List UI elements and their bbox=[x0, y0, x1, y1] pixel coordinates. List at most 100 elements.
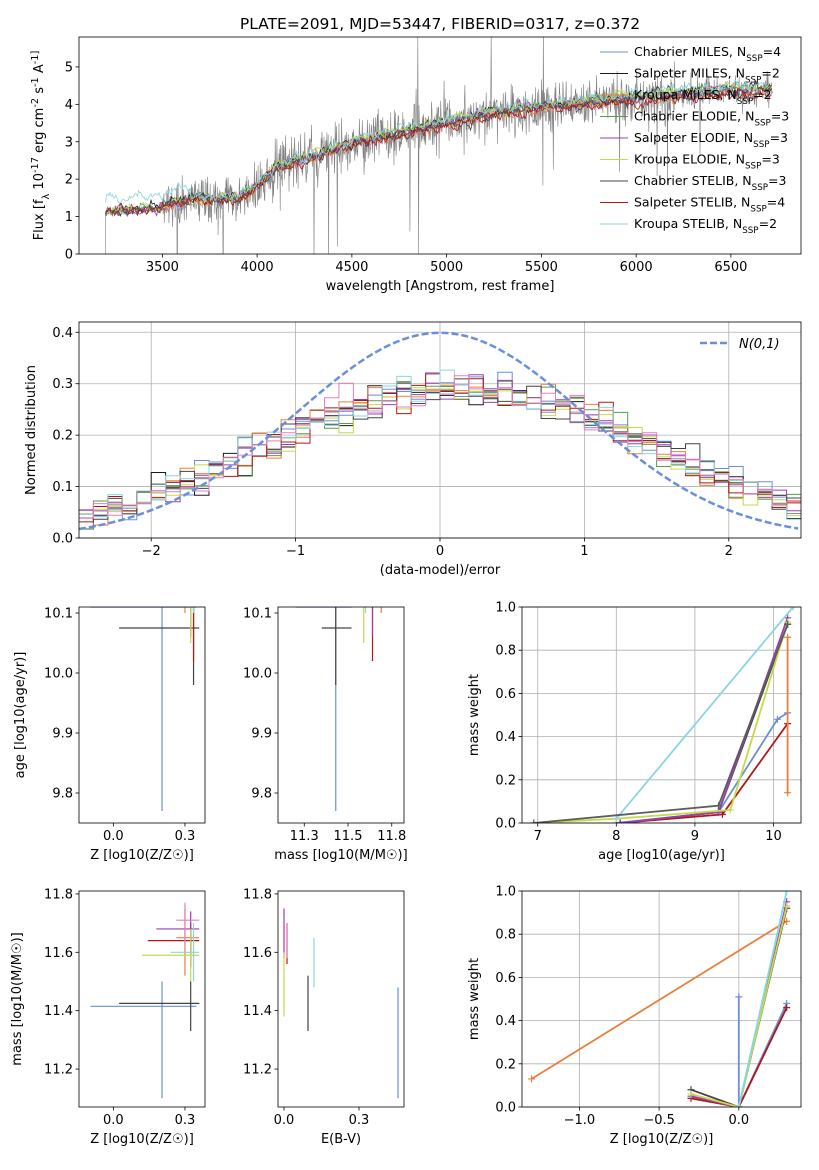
mass-vs-Z-ytick-label: 11.6 bbox=[44, 946, 73, 961]
mass-vs-EBV-xlabel: E(B-V) bbox=[321, 1132, 361, 1147]
residuals-xtick-label: −2 bbox=[142, 544, 161, 559]
residuals-xlabel: (data-model)/error bbox=[380, 563, 501, 578]
mass-weight-vs-age-ytick-label: 0.4 bbox=[495, 730, 516, 745]
mass-weight-series bbox=[531, 920, 788, 1080]
mass-vs-EBV-ytick-label: 11.6 bbox=[243, 946, 272, 961]
mass-weight-vs-age-ytick-label: 0.0 bbox=[495, 817, 516, 832]
spectrum-plot-area bbox=[105, 37, 773, 254]
mass-vs-Z-ylabel: mass [log10(M/M☉)] bbox=[10, 932, 25, 1065]
panel-age-vs-Z: 0.0 0.3 9.8 9.9 10.0 10.1 Z [log10(Z/Z☉)] age [… bbox=[13, 607, 206, 863]
mass-weight-marker bbox=[783, 902, 791, 910]
residuals-ytick-label: 0.3 bbox=[52, 377, 73, 392]
residuals-xtick-label: 0 bbox=[436, 544, 444, 559]
mass-weight-vs-age-plot-area bbox=[530, 607, 797, 823]
mass-weight-vs-Z-xlabel: Z [log10(Z/Z☉)] bbox=[610, 1132, 714, 1147]
mass-vs-Z-ytick-label: 11.8 bbox=[44, 887, 73, 902]
mass-weight-vs-age-ytick-label: 1.0 bbox=[495, 601, 516, 616]
age-vs-Z-xlabel: Z [log10(Z/Z☉)] bbox=[90, 848, 194, 863]
legend-label: Chabrier MILES, NSSP=4 bbox=[634, 44, 781, 64]
mass-vs-EBV-xtick-label: 0.0 bbox=[274, 1113, 295, 1128]
spectrum-xlabel: wavelength [Angstrom, rest frame] bbox=[326, 279, 555, 294]
mass-weight-vs-Z-frame bbox=[521, 890, 802, 1108]
residuals-grid bbox=[79, 322, 801, 539]
mass-weight-marker bbox=[714, 802, 722, 810]
spectrum-xtick-label: 5500 bbox=[525, 260, 558, 275]
residuals-xtick-label: −1 bbox=[286, 544, 305, 559]
mass-vs-EBV-plot-area bbox=[283, 908, 399, 1099]
spectrum-frame bbox=[78, 36, 802, 255]
mass-weight-marker bbox=[773, 715, 781, 723]
mass-vs-Z-xtick-label: 0.0 bbox=[103, 1113, 124, 1128]
panel-residuals: −2 −1 0 1 2 0.0 0.1 0.2 0.3 0.4 (data-model)/error… bbox=[24, 321, 802, 578]
age-vs-mass-ytick-label: 9.9 bbox=[251, 727, 272, 742]
panel-mass-weight-vs-age: 7 8 9 10 0.0 0.2 0.4 0.6 0.8 1.0 age [log10(age/yr… bbox=[467, 601, 802, 863]
mass-weight-series bbox=[690, 905, 788, 1107]
residuals-ytick-label: 0.0 bbox=[52, 532, 73, 547]
age-vs-mass-xlabel: mass [log10(M/M☉)] bbox=[274, 848, 407, 863]
legend-label: Salpeter STELIB, NSSP=4 bbox=[634, 195, 785, 215]
mass-weight-marker bbox=[718, 810, 726, 818]
mass-weight-marker bbox=[714, 808, 722, 816]
mass-weight-vs-Z-ytick-label: 1.0 bbox=[495, 885, 516, 900]
residual-histogram-step bbox=[79, 369, 801, 520]
mass-vs-EBV-frame bbox=[277, 890, 405, 1108]
panel-mass-vs-Z: 0.0 0.3 11.2 11.4 11.6 11.8 Z [log10(Z/Z☉)] mas… bbox=[10, 887, 206, 1147]
age-vs-mass-xtick-label: 11.5 bbox=[334, 829, 363, 844]
legend-label: Kroupa ELODIE, NSSP=3 bbox=[634, 152, 780, 172]
mass-weight-series bbox=[620, 617, 789, 823]
mass-weight-vs-age-ylabel: mass weight bbox=[467, 674, 482, 756]
mass-vs-EBV-axes: 0.0 0.3 11.2 11.4 11.6 11.8 E(B-V) bbox=[243, 887, 405, 1147]
mass-weight-marker bbox=[530, 819, 538, 823]
legend-label: Kroupa MILES, NSSP=2 bbox=[634, 87, 772, 107]
spectrum-model-line bbox=[162, 82, 773, 215]
mass-weight-vs-Z-xtick-label: −0.5 bbox=[643, 1113, 675, 1128]
mass-weight-marker bbox=[612, 815, 620, 823]
residual-histogram-step bbox=[79, 378, 801, 520]
legend-label: Salpeter ELODIE, NSSP=3 bbox=[634, 130, 788, 150]
residuals-xtick-label: 2 bbox=[725, 544, 733, 559]
mass-weight-marker bbox=[735, 993, 743, 1001]
mass-weight-vs-age-ytick-label: 0.6 bbox=[495, 687, 516, 702]
mass-weight-vs-age-ytick-label: 0.8 bbox=[495, 644, 516, 659]
mass-vs-Z-xtick-label: 0.3 bbox=[175, 1113, 196, 1128]
mass-vs-Z-xlabel: Z [log10(Z/Z☉)] bbox=[90, 1132, 194, 1147]
spectrum-xtick-label: 6000 bbox=[620, 260, 653, 275]
mass-weight-vs-age-ytick-label: 0.2 bbox=[495, 773, 516, 788]
mass-weight-series bbox=[620, 723, 789, 823]
spectrum-xtick-label: 5000 bbox=[430, 260, 463, 275]
mass-weight-vs-Z-ylabel: mass weight bbox=[467, 958, 482, 1040]
age-vs-mass-xtick-label: 11.8 bbox=[377, 829, 406, 844]
age-vs-mass-ytick-label: 9.8 bbox=[251, 787, 272, 802]
mass-weight-marker bbox=[735, 1103, 743, 1107]
legend-label: Chabrier STELIB, NSSP=3 bbox=[634, 173, 786, 193]
residuals-ytick-label: 0.1 bbox=[52, 480, 73, 495]
spectrum-ylabel: Flux [fλ 10-17 erg cm-2 s-1 A-1] bbox=[30, 51, 52, 241]
mass-weight-vs-age-xtick-label: 8 bbox=[612, 829, 620, 844]
spectrum-xtick-label: 6500 bbox=[714, 260, 747, 275]
age-vs-mass-axes: 11.3 11.5 11.8 9.8 9.9 10.0 10.1 mass [log10(M/… bbox=[243, 607, 408, 864]
mass-weight-vs-age-xtick-label: 7 bbox=[534, 829, 542, 844]
spectrum-xtick-label: 4000 bbox=[241, 260, 274, 275]
figure-title: PLATE=2091, MJD=53447, FIBERID=0317, z=0… bbox=[240, 15, 640, 33]
panel-spectrum: 3500 4000 4500 5000 5500 6000 6500 0 1 2 3 4 5 wavele… bbox=[30, 36, 802, 294]
age-vs-Z-ylabel: age [log10(age/yr)] bbox=[13, 652, 28, 779]
spectrum-axes: 3500 4000 4500 5000 5500 6000 6500 0 1 2 3 4 5 wavele… bbox=[30, 36, 802, 294]
spectrum-model-line bbox=[105, 83, 773, 217]
mass-weight-marker bbox=[784, 789, 792, 797]
age-vs-Z-xtick-label: 0.0 bbox=[103, 829, 124, 844]
mass-weight-marker bbox=[789, 607, 797, 611]
mass-weight-series bbox=[690, 1007, 788, 1107]
mass-weight-vs-Z-ytick-label: 0.0 bbox=[495, 1101, 516, 1116]
mass-weight-marker bbox=[687, 1090, 695, 1098]
mass-weight-marker bbox=[784, 620, 792, 628]
mass-weight-marker bbox=[784, 633, 792, 641]
residuals-frame bbox=[78, 321, 802, 539]
legend-label: Salpeter MILES, NSSP=2 bbox=[634, 66, 780, 86]
mass-weight-marker bbox=[726, 806, 734, 814]
spectrum-ytick-label: 5 bbox=[65, 60, 73, 75]
age-vs-Z-ytick-label: 9.8 bbox=[52, 787, 73, 802]
age-vs-Z-ytick-label: 10.1 bbox=[44, 607, 73, 622]
mass-weight-vs-Z-ytick-label: 0.4 bbox=[495, 1014, 516, 1029]
mass-weight-vs-age-xtick-label: 9 bbox=[691, 829, 699, 844]
